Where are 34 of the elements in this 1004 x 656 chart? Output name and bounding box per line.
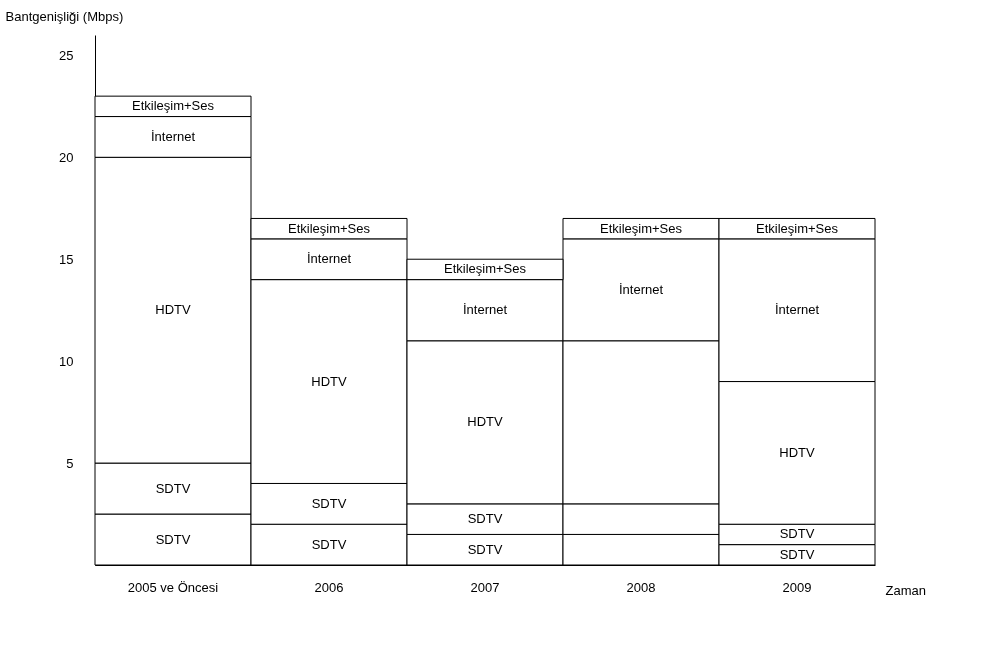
y-tick-label: 5 [66,455,74,471]
x-tick-label: 2006 [314,579,344,595]
data-label: HDTV [779,444,816,460]
x-tick-label: 2009 [782,579,812,595]
y-tick-label: 15 [59,251,74,267]
y-tick-label: 25 [59,47,74,63]
data-label: HDTV [311,373,348,389]
data-label: SDTV [779,546,815,562]
data-label: Etkileşim+Ses [288,220,371,236]
data-label: SDTV [311,536,347,552]
data-label: HDTV [155,302,192,318]
data-label: İnternet [306,251,352,267]
data-label: SDTV [467,511,503,527]
data-label: Etkileşim+Ses [132,98,215,114]
data-label: SDTV [311,495,347,511]
data-label: İnternet [618,281,664,297]
x-tick-label: 2007 [470,579,500,595]
data-label: SDTV [467,541,503,557]
data-label: HDTV [467,414,504,430]
data-label: Etkileşim+Ses [756,220,839,236]
x-tick-label: 2005 ve Öncesi [127,579,219,595]
data-label: İnternet [462,302,508,318]
data-label: SDTV [155,480,191,496]
data-label: Etkileşim+Ses [444,261,527,277]
y-tick-label: 10 [59,353,74,369]
x-tick-label: 2008 [626,579,656,595]
y-axis-title: Bantgenişliği (Mbps) [5,8,124,24]
data-label: İnternet [150,128,196,144]
y-tick-label: 20 [59,149,74,165]
x-axis-title: Zaman [885,582,926,598]
data-label: SDTV [155,531,191,547]
data-label: İnternet [774,302,820,318]
data-label: SDTV [779,526,815,542]
data-label: Etkileşim+Ses [600,220,683,236]
